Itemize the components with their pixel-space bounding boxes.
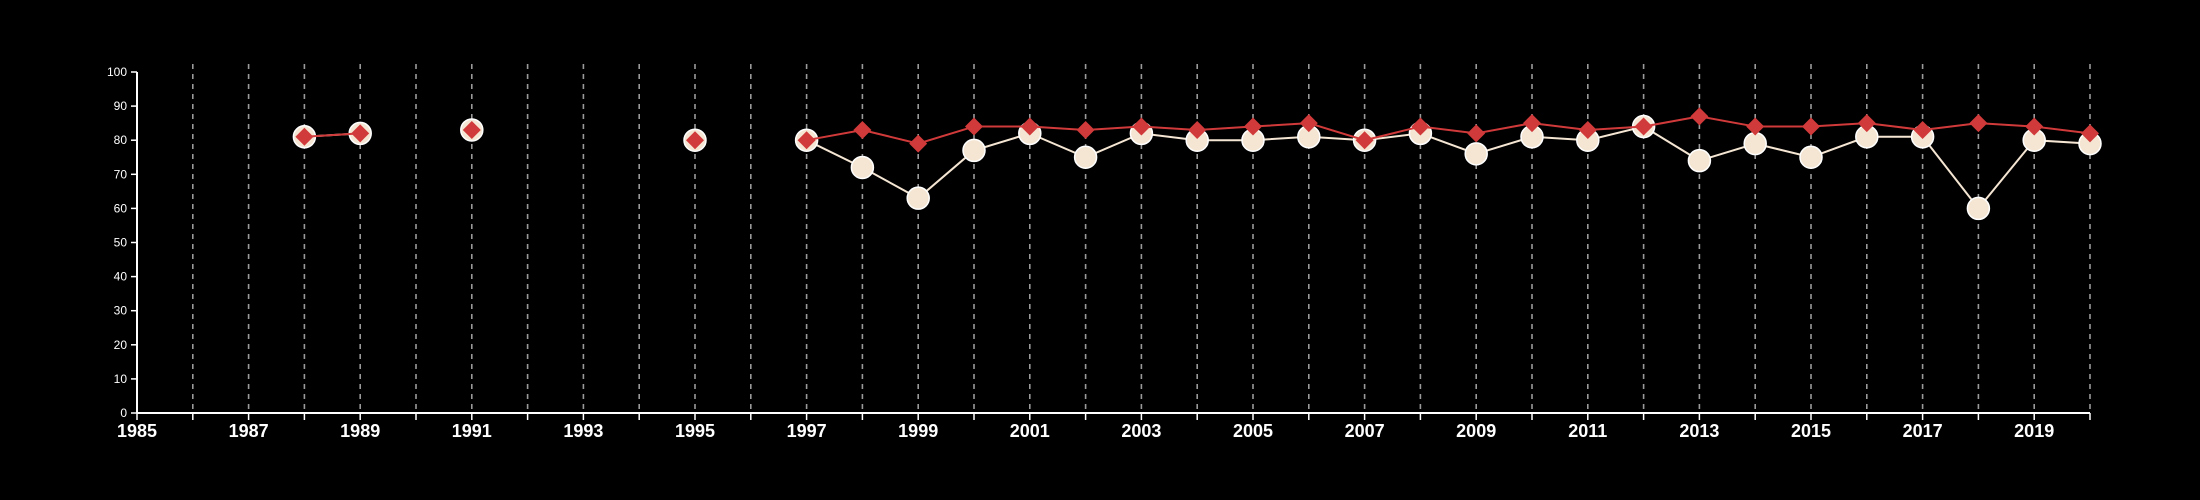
series-b-point-2018: [1969, 114, 1988, 133]
series-b-line-3: [806, 115, 2091, 145]
y-tick-label-100: 100: [107, 65, 127, 79]
series-b-point-1991: [462, 120, 481, 139]
x-tick-label-2017: 2017: [1903, 421, 1943, 441]
y-tick-label-20: 20: [114, 338, 128, 352]
series-a-point-2015: [1799, 145, 1823, 169]
series-b-point-2008: [1411, 117, 1430, 136]
series-b-line-0: [304, 132, 361, 138]
series-a-point-1998: [850, 155, 875, 180]
x-tick-label-1999: 1999: [898, 421, 938, 441]
axes: 0 10 20 30 40 50 60 70 80 90 100 1985 1987 1989 1991 19…: [107, 65, 2091, 441]
y-tick-label-50: 50: [114, 236, 128, 250]
y-tick-label-30: 30: [114, 304, 128, 318]
series-a-line-3: [806, 125, 2091, 211]
x-tick-label-2007: 2007: [1345, 421, 1385, 441]
x-tick-label-2005: 2005: [1233, 421, 1273, 441]
y-tick-label-40: 40: [114, 270, 128, 284]
series-a-point-2018: [1966, 196, 1991, 221]
series-b-point-2005: [1244, 117, 1262, 136]
series-b-point-2020: [2081, 124, 2099, 143]
series-b-point-2009: [1467, 124, 1486, 143]
series-b-point-2010: [1523, 114, 1541, 133]
series-b-point-2019: [2025, 117, 2044, 136]
x-tick-label-2009: 2009: [1456, 421, 1496, 441]
x-tick-label-1997: 1997: [787, 421, 827, 441]
x-tick-label-1989: 1989: [340, 421, 380, 441]
series-b-point-2004: [1188, 120, 1207, 139]
series-b-point-1995: [686, 131, 704, 150]
series-b-point-2002: [1076, 120, 1095, 139]
series-b-point-1997: [797, 131, 816, 150]
series-b-point-2014: [1746, 117, 1765, 136]
x-tick-label-1987: 1987: [229, 421, 269, 441]
x-tick-label-1991: 1991: [452, 421, 492, 441]
series-b-point-1999: [909, 134, 928, 153]
x-tick-label-1993: 1993: [563, 421, 603, 441]
series-a-point-2000: [962, 138, 986, 163]
y-tick-label-70: 70: [114, 167, 128, 181]
series-b-point-1998: [853, 120, 872, 139]
series-b-point-2017: [1913, 120, 1932, 139]
grid-lines: [192, 64, 2091, 413]
x-tick-label-2013: 2013: [1679, 421, 1719, 441]
series-b-point-1988: [295, 127, 314, 146]
series-b-point-2000: [965, 117, 983, 136]
series-a-point-1999: [906, 186, 930, 210]
y-tick-label-60: 60: [114, 201, 128, 215]
y-tick-label-0: 0: [120, 406, 127, 420]
series-a-point-2014: [1743, 131, 1767, 156]
x-tick-label-1995: 1995: [675, 421, 715, 441]
series-b: [295, 107, 2099, 153]
x-tick-label-2011: 2011: [1568, 421, 1607, 441]
series-a-point-2009: [1464, 142, 1488, 166]
x-tick-label-1985: 1985: [117, 421, 157, 441]
series-b-point-2016: [1857, 114, 1876, 133]
y-tick-label-80: 80: [114, 133, 128, 147]
y-tick-label-90: 90: [114, 99, 128, 113]
series-b-point-1989: [351, 124, 370, 143]
series-b-point-2007: [1355, 131, 1374, 150]
x-tick-label-2001: 2001: [1010, 421, 1050, 441]
y-tick-label-10: 10: [114, 372, 128, 386]
series-a-point-2002: [1073, 145, 1098, 169]
x-tick-label-2019: 2019: [2014, 421, 2054, 441]
series-b-point-2011: [1578, 120, 1597, 139]
x-tick-label-2003: 2003: [1121, 421, 1161, 441]
series-a-point-2013: [1687, 148, 1712, 173]
x-tick-label-2015: 2015: [1791, 421, 1831, 441]
series-b-point-2003: [1132, 117, 1151, 136]
series-b-point-2012: [1634, 117, 1653, 136]
series-b-point-2006: [1299, 114, 1318, 133]
series-b-point-2001: [1020, 117, 1039, 136]
series-b-point-2013: [1690, 107, 1709, 126]
series-b-point-2015: [1802, 117, 1820, 136]
